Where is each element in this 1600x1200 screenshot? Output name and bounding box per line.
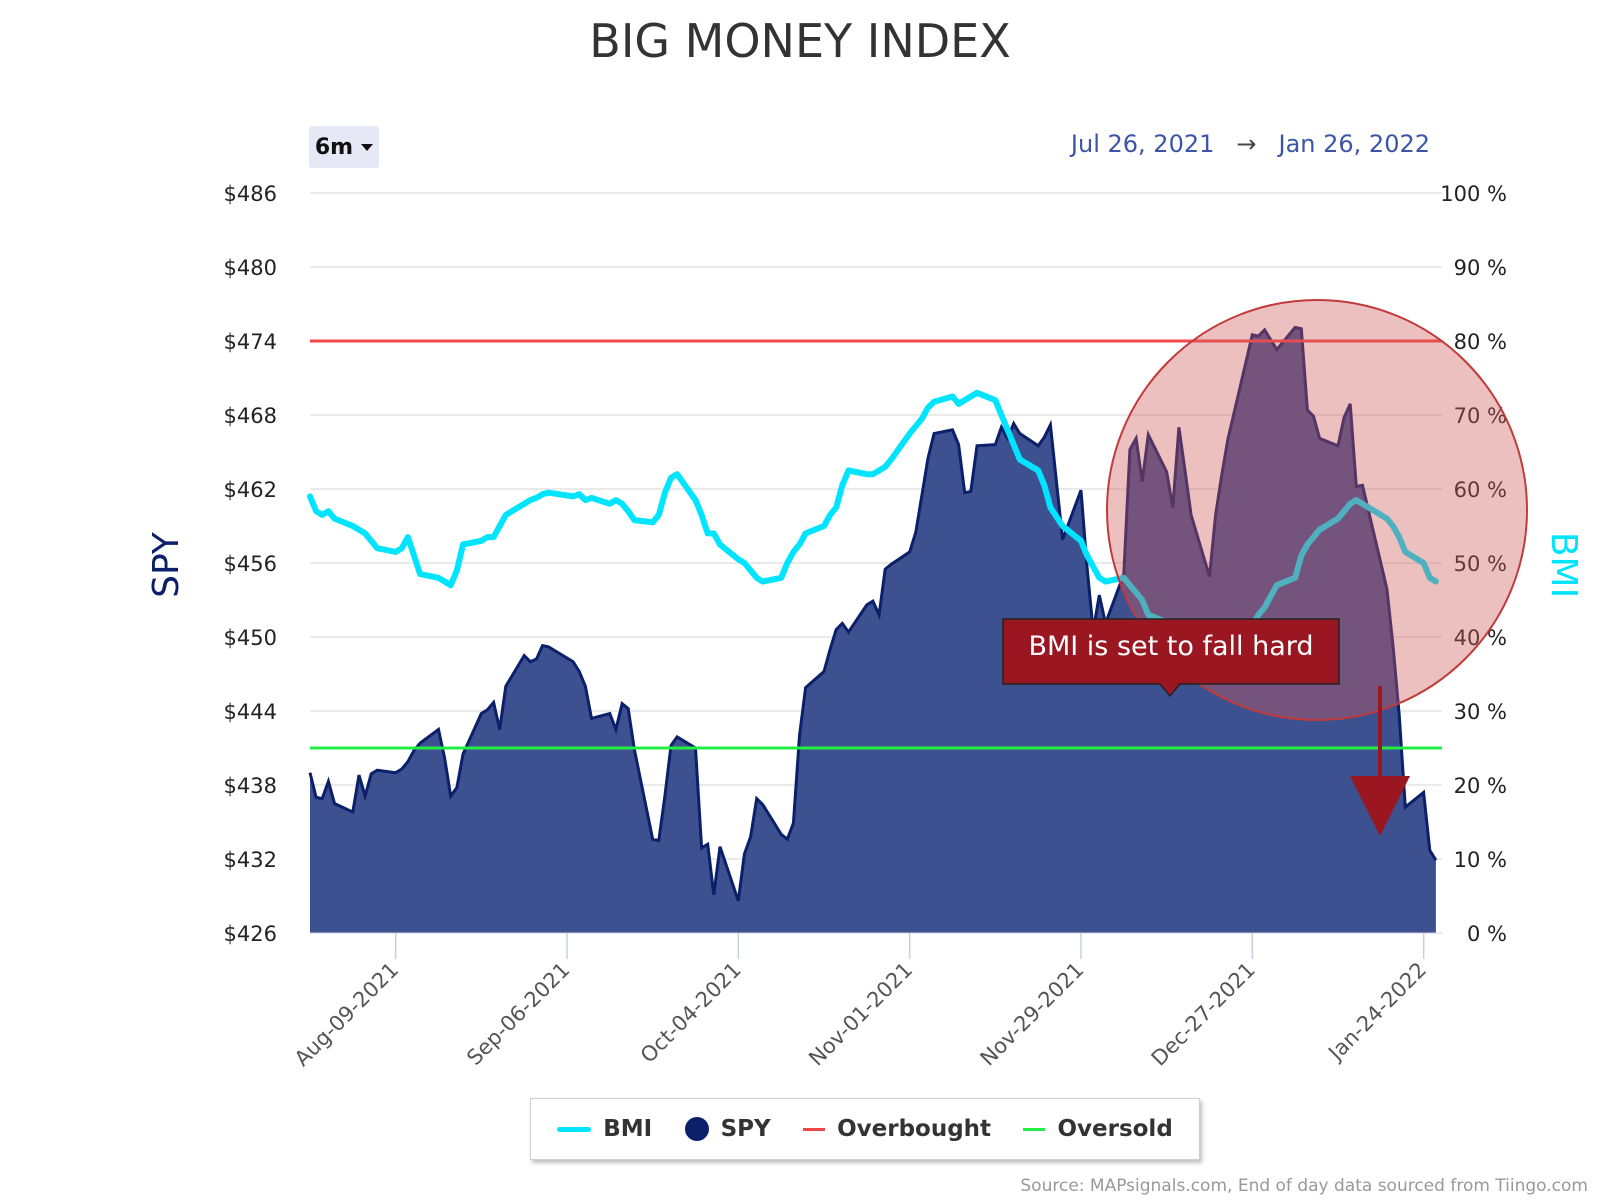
spy-area [310,327,1436,933]
legend-item-oversold[interactable]: Oversold [1023,1116,1173,1142]
y-left-tick-label: $468 [224,404,277,428]
date-range: Jul 26, 2021 → Jan 26, 2022 [1071,130,1430,158]
range-selector-dropdown[interactable]: 6m [309,126,379,168]
date-range-to[interactable]: Jan 26, 2022 [1278,130,1431,158]
y-right-tick-label: 90 % [1454,256,1507,280]
annotation-text: BMI is set to fall hard [1028,631,1313,662]
legend-item-overbought[interactable]: Overbought [803,1116,991,1142]
y-axis-left-title: SPY [146,531,187,598]
legend-label-bmi: BMI [603,1116,653,1142]
date-range-from[interactable]: Jul 26, 2021 [1070,130,1215,158]
y-right-tick-label: 70 % [1454,404,1507,428]
y-left-tick-label: $462 [224,478,277,502]
legend: BMI SPY Overbought Oversold [530,1098,1200,1160]
chart-title: BIG MONEY INDEX [589,14,1011,68]
y-right-tick-label: 60 % [1454,478,1507,502]
y-left-tick-label: $456 [224,552,277,576]
x-tick-label: Nov-29-2021 [976,958,1089,1071]
source-credit: Source: MAPsignals.com, End of day data … [1020,1176,1588,1196]
highlight-circle [1106,299,1528,721]
legend-item-bmi[interactable]: BMI [557,1116,652,1142]
caret-down-icon [361,143,374,151]
y-axis-right-title: BMI [1543,532,1584,598]
arrow-right-icon: → [1236,130,1257,158]
legend-item-spy[interactable]: SPY [684,1116,771,1142]
highlight-circle-group [1106,299,1528,721]
y-right-tick-label: 40 % [1454,626,1507,650]
y-right-tick-label: 30 % [1454,700,1507,724]
legend-label-overbought: Overbought [837,1116,992,1142]
y-right-tick-label: 80 % [1454,330,1507,354]
y-left-tick-label: $432 [224,848,277,872]
x-tick-label: Sep-06-2021 [462,958,574,1070]
y-left-tick-label: $480 [224,256,277,280]
x-tick-label: Aug-09-2021 [290,958,403,1071]
y-right-tick-label: 100 % [1440,182,1507,206]
spy-line [308,325,1438,902]
y-left-tick-label: $444 [224,700,277,724]
x-tick-label: Jan-24-2022 [1322,958,1431,1067]
threshold-lines [310,339,1442,750]
y-left-tick-label: $450 [224,626,277,650]
y-left-tick-label: $474 [224,330,277,354]
y-right-tick-label: 10 % [1454,848,1507,872]
y-left-tick-label: $438 [224,774,277,798]
x-tick-label: Dec-27-2021 [1147,958,1260,1071]
arrow-head [1350,776,1410,836]
overbought-line-icon [803,1127,826,1131]
oversold-line-icon [1023,1127,1046,1131]
spy-dot-icon [684,1117,709,1141]
x-tick-label: Nov-01-2021 [804,958,917,1071]
range-selector-label: 6m [314,134,354,160]
y-right-tick-label: 50 % [1454,552,1507,576]
y-right-tick-label: 20 % [1454,774,1507,798]
y-left-tick-label: $486 [224,182,277,206]
annotation-callout: BMI is set to fall hard [1002,618,1340,698]
x-tick-label: Oct-04-2021 [636,958,746,1068]
y-left-tick-label: $426 [224,922,277,946]
down-arrow-icon [1350,686,1410,836]
legend-label-spy: SPY [720,1116,771,1142]
annotation-box [1002,618,1340,698]
y-right-tick-label: 0 % [1467,922,1507,946]
legend-label-oversold: Oversold [1057,1116,1173,1142]
bmi-line-icon [557,1126,592,1132]
axes: SPY BMI [146,531,1584,934]
